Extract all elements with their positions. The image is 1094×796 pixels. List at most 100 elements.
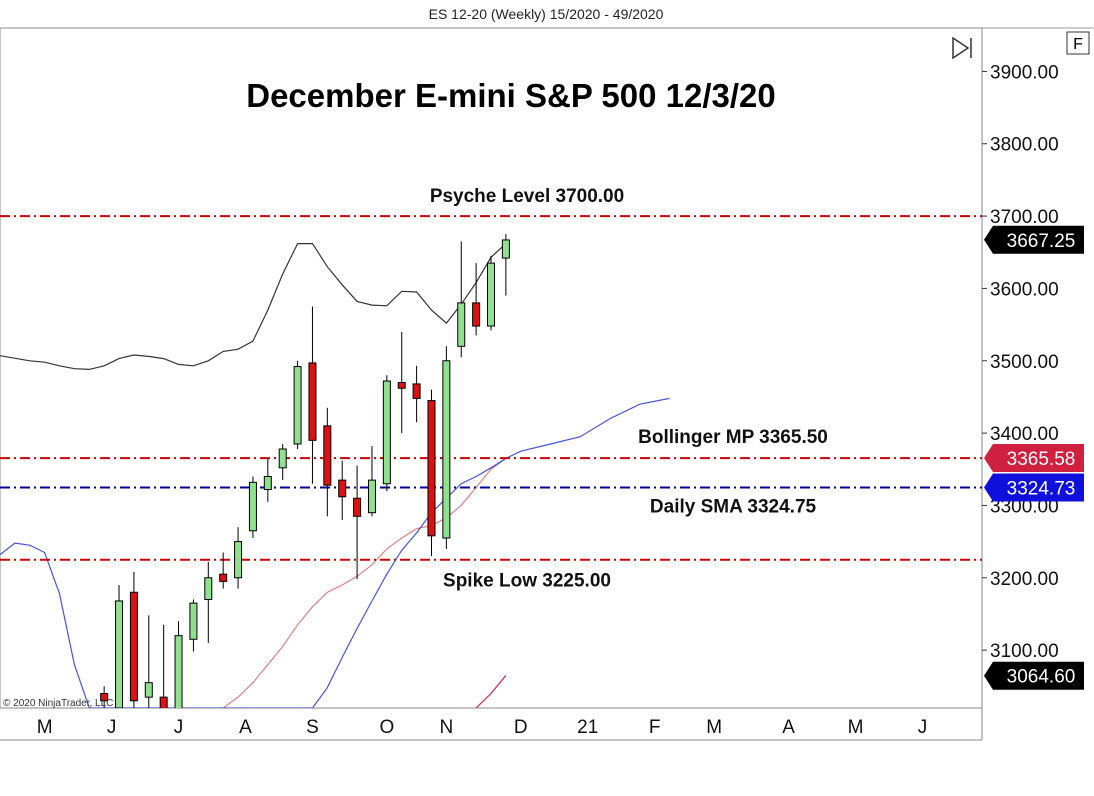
candle-body-down <box>338 479 347 498</box>
candle <box>457 241 466 358</box>
y-tick-label: 3800.00 <box>990 135 1059 156</box>
candle <box>323 407 332 517</box>
candle-body-down <box>397 381 406 389</box>
candle <box>234 527 243 589</box>
candle-body-up <box>501 239 510 259</box>
level-label-1: Bollinger MP 3365.50 <box>638 427 828 448</box>
price-badge-bg <box>984 444 1084 473</box>
x-tick-label: F <box>649 717 661 738</box>
x-tick-label: J <box>107 717 117 738</box>
f-button-label: F <box>1073 36 1083 53</box>
level-label-2: Daily SMA 3324.75 <box>650 497 817 518</box>
level-annotations: Psyche Level 3700.00 Bollinger MP 3365.50… <box>430 186 828 592</box>
f-button[interactable]: F <box>1066 31 1090 55</box>
price-badge-bg <box>984 661 1084 690</box>
candle-body-up <box>487 262 495 327</box>
candle <box>442 346 451 549</box>
candle <box>308 306 317 484</box>
candle <box>412 365 421 423</box>
candle <box>278 443 287 481</box>
price-badge-text: 3064.60 <box>1007 667 1076 688</box>
candle-body-up <box>144 682 153 698</box>
x-tick-label: D <box>514 717 528 738</box>
candle <box>174 621 183 708</box>
x-tick-label: O <box>379 717 394 738</box>
chart-header-title: ES 12-20 (Weekly) 15/2020 - 49/2020 <box>429 6 664 22</box>
candle <box>129 572 138 708</box>
candle-body-down <box>472 302 481 327</box>
candle <box>219 552 228 589</box>
chart-title: December E-mini S&P 500 12/3/20 <box>246 77 776 114</box>
candle-body-up <box>293 366 302 445</box>
bollinger-lower-line <box>475 675 507 708</box>
candle-body-down <box>412 383 421 399</box>
candlesticks <box>100 234 510 708</box>
price-badge: 3667.25 <box>984 225 1084 254</box>
candle <box>367 446 376 517</box>
candle <box>382 375 391 491</box>
y-tick-label: 3700.00 <box>990 207 1059 228</box>
candle <box>353 465 362 580</box>
level-label-0: Psyche Level 3700.00 <box>430 186 624 207</box>
candle-body-up <box>248 481 257 532</box>
y-tick-label: 3600.00 <box>990 279 1059 300</box>
x-tick-label: M <box>848 717 864 738</box>
candle <box>397 331 406 434</box>
x-tick-label: 21 <box>577 717 598 738</box>
candle-body-up <box>457 302 466 347</box>
candle-body-up <box>367 479 376 514</box>
candle <box>472 263 481 336</box>
candle <box>144 615 153 708</box>
candle <box>501 234 510 296</box>
y-tick-label: 3500.00 <box>990 352 1059 373</box>
candle-body-down <box>159 696 168 708</box>
candle-body-down <box>129 591 138 702</box>
daily-sma-line <box>0 397 670 708</box>
x-tick-label: S <box>306 717 319 738</box>
candle-body-down <box>427 400 436 537</box>
price-badge-bg <box>984 473 1084 502</box>
price-badge: 3064.60 <box>984 661 1084 690</box>
bollinger-mid-line <box>222 457 507 708</box>
candle-body-up <box>234 541 243 579</box>
price-badge-text: 3324.73 <box>1007 479 1076 500</box>
candle-body-down <box>100 693 109 702</box>
x-tick-label: M <box>706 717 722 738</box>
candle-body-down <box>323 425 332 486</box>
candle-body-down <box>353 497 362 517</box>
level-label-3: Spike Low 3225.00 <box>443 571 611 592</box>
candle-body-up <box>442 360 451 539</box>
x-tick-label: M <box>37 717 53 738</box>
candle-body-up <box>204 577 213 600</box>
candle <box>293 360 302 450</box>
scroll-to-end-icon[interactable] <box>952 36 972 60</box>
y-tick-label: 3400.00 <box>990 424 1059 445</box>
candle <box>263 458 272 502</box>
horizontal-levels <box>0 215 982 561</box>
candle <box>338 460 347 520</box>
candle-body-up <box>189 602 198 640</box>
price-badge-text: 3667.25 <box>1007 231 1076 252</box>
price-badge-text: 3365.58 <box>1007 449 1076 470</box>
candle <box>100 686 109 708</box>
candle-body-up <box>115 600 124 708</box>
y-tick-label: 3300.00 <box>990 496 1059 517</box>
price-badge: 3324.73 <box>984 473 1084 502</box>
price-axis-ticks: 3100.00 3200.00 3300.00 3400.00 3500.00 3600.… <box>982 62 1059 662</box>
copyright-text: © 2020 NinjaTrader, LLC <box>3 698 113 709</box>
x-tick-label: A <box>782 717 795 738</box>
candle <box>115 585 124 708</box>
x-tick-label: J <box>174 717 184 738</box>
x-tick-label: A <box>239 717 252 738</box>
time-axis-ticks: M J J A S O N D 21 F M A M J <box>37 717 928 738</box>
candle-body-up <box>174 635 183 708</box>
price-badge: 3365.58 <box>984 444 1084 473</box>
price-badge-bg <box>984 225 1084 254</box>
y-tick-label: 3100.00 <box>990 641 1059 662</box>
price-badges: 3667.25 3365.58 3324.73 3064.60 <box>984 225 1084 690</box>
candle <box>159 624 168 708</box>
candle <box>427 389 436 557</box>
x-tick-label: J <box>918 717 928 738</box>
